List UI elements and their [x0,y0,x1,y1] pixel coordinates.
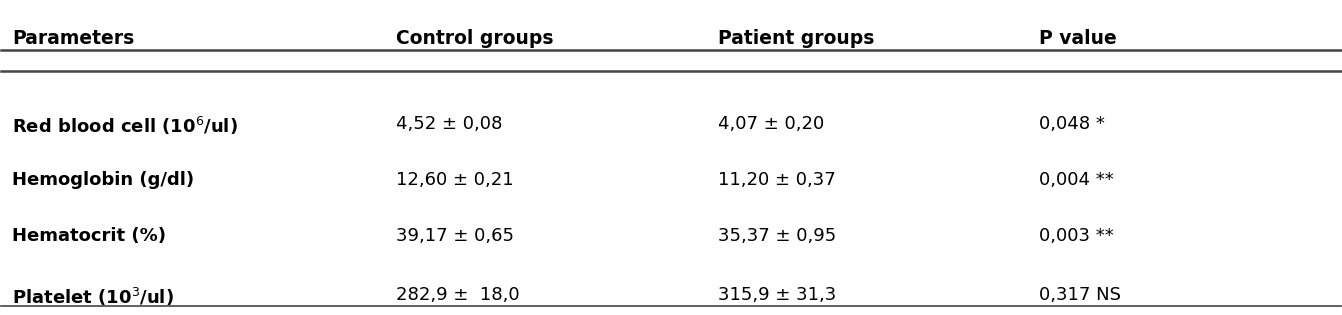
Text: Control groups: Control groups [396,29,554,49]
Text: 315,9 ± 31,3: 315,9 ± 31,3 [718,286,836,304]
Text: Hematocrit (%): Hematocrit (%) [12,227,166,245]
Text: Hemoglobin (g/dl): Hemoglobin (g/dl) [12,171,195,189]
Text: 0,004 **: 0,004 ** [1039,171,1114,189]
Text: Platelet (10$^{3}$/ul): Platelet (10$^{3}$/ul) [12,286,174,308]
Text: 4,52 ± 0,08: 4,52 ± 0,08 [396,115,503,133]
Text: 0,048 *: 0,048 * [1039,115,1106,133]
Text: 282,9 ±  18,0: 282,9 ± 18,0 [396,286,521,304]
Text: P value: P value [1039,29,1117,49]
Text: Patient groups: Patient groups [718,29,874,49]
Text: 35,37 ± 0,95: 35,37 ± 0,95 [718,227,836,245]
Text: 11,20 ± 0,37: 11,20 ± 0,37 [718,171,836,189]
Text: 12,60 ± 0,21: 12,60 ± 0,21 [396,171,514,189]
Text: Parameters: Parameters [12,29,134,49]
Text: 4,07 ± 0,20: 4,07 ± 0,20 [718,115,824,133]
Text: 39,17 ± 0,65: 39,17 ± 0,65 [396,227,514,245]
Text: 0,003 **: 0,003 ** [1039,227,1114,245]
Text: Red blood cell (10$^{6}$/ul): Red blood cell (10$^{6}$/ul) [12,115,238,137]
Text: 0,317 NS: 0,317 NS [1039,286,1122,304]
